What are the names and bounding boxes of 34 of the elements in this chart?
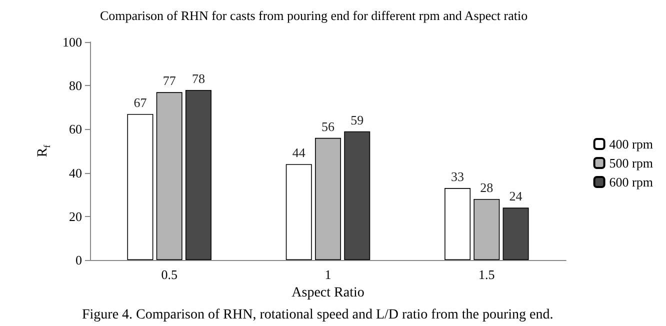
data-label: 28 [480, 180, 494, 195]
data-label: 67 [134, 94, 148, 110]
data-label: 24 [509, 188, 523, 204]
x-tick-label: 1.5 [478, 267, 495, 282]
caption: Figure 4. Comparison of RHN, rotational speed and L/D ratio from the pouring end. [82, 308, 554, 322]
bar [185, 90, 212, 260]
y-axis-title: Rf [36, 144, 52, 158]
bar [474, 198, 500, 260]
data-label: 59 [350, 112, 364, 128]
y-tick-label: 40 [69, 165, 82, 180]
data-label: 44 [292, 145, 306, 160]
data-label: 78 [192, 70, 205, 86]
data-label: 33 [451, 169, 464, 184]
bar [156, 92, 182, 260]
data-label: 56 [322, 118, 335, 134]
chart-title: Comparison of RHN for casts from pouring end for different rpm and Aspect ratio [100, 8, 528, 23]
legend-label: 500 rpm [609, 156, 654, 170]
bar [315, 138, 341, 260]
bar [502, 208, 529, 260]
data-label: 77 [162, 73, 176, 88]
bar [127, 114, 154, 260]
y-tick-label: 20 [69, 208, 82, 224]
bar [286, 164, 312, 260]
x-axis-title: Aspect Ratio [292, 285, 364, 300]
bar [344, 131, 370, 260]
y-tick-label: 100 [62, 34, 82, 50]
legend-label: 600 rpm [609, 174, 654, 190]
x-tick-label: 0.5 [161, 267, 178, 282]
y-tick-label: 80 [69, 78, 82, 94]
bar [444, 188, 471, 260]
y-tick-label: 60 [69, 122, 82, 137]
y-tick-label: 0 [76, 252, 82, 268]
x-tick-label: 1 [324, 267, 332, 282]
legend-label: 400 rpm [609, 136, 654, 152]
